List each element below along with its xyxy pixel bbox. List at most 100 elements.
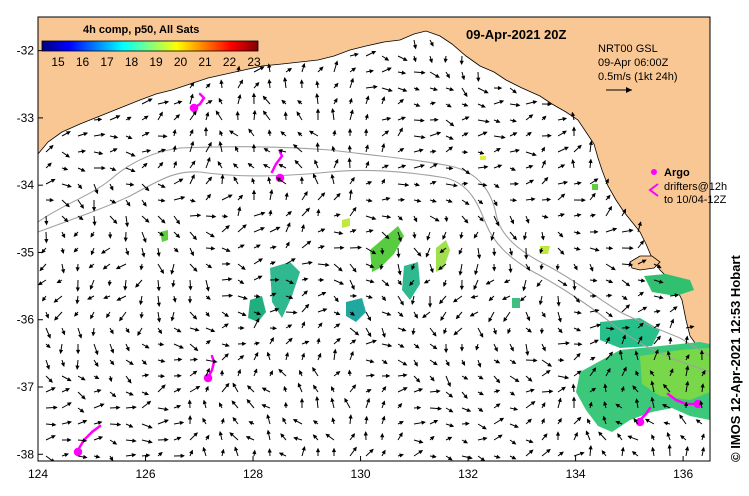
isobath-200m	[38, 146, 710, 357]
current-vector-head	[565, 341, 571, 346]
current-vector-head	[283, 401, 289, 407]
current-vector-head	[172, 145, 177, 150]
current-vector-head	[381, 400, 386, 406]
current-vector-head	[510, 219, 514, 225]
current-vector-head	[171, 282, 176, 288]
current-vector-head	[586, 418, 591, 424]
colorbar-tick-17: 17	[100, 55, 114, 69]
current-vector-head	[588, 445, 593, 450]
current-vector-head	[350, 285, 355, 290]
current-vector-head	[447, 436, 453, 441]
current-vector-head	[511, 440, 517, 445]
current-vector-head	[650, 396, 655, 402]
current-vector-head	[218, 402, 223, 408]
current-vector-head	[132, 438, 137, 443]
current-vector-head	[65, 153, 71, 158]
current-vector-head	[433, 87, 438, 92]
current-vector-head	[187, 399, 192, 404]
current-vector-head	[463, 439, 469, 444]
current-vector-head	[492, 267, 497, 272]
current-vector-head	[41, 296, 47, 302]
current-vector-head	[478, 407, 484, 412]
current-vector-head	[242, 224, 247, 229]
current-vector-head	[91, 207, 97, 212]
current-vector-head	[512, 89, 517, 94]
current-vector-head	[109, 360, 115, 366]
current-vector-head	[187, 415, 193, 420]
current-vector-head	[547, 362, 553, 367]
current-vector-head	[557, 397, 562, 403]
current-vector-head	[689, 325, 695, 330]
current-vector-head	[81, 149, 87, 154]
current-vector-head	[468, 455, 473, 460]
current-vector-head	[539, 265, 544, 271]
current-vector-head	[633, 418, 638, 423]
current-vector-head	[354, 331, 360, 336]
current-vector-head	[202, 399, 207, 405]
current-vector-head	[589, 266, 594, 272]
current-vector-head	[280, 433, 285, 438]
current-vector-head	[349, 77, 354, 83]
current-vector-head	[439, 299, 444, 305]
current-vector-head	[519, 296, 525, 302]
current-vector-head	[164, 407, 169, 412]
current-vector-head	[205, 312, 210, 318]
current-vector-head	[670, 318, 675, 324]
current-vector-head	[204, 385, 209, 391]
current-vector-head	[443, 348, 449, 354]
current-vector-head	[207, 264, 213, 269]
current-vector-head	[159, 269, 164, 275]
current-vector-head	[576, 213, 582, 218]
current-vector-head	[695, 419, 701, 424]
current-vector-head	[333, 97, 338, 103]
current-vector-head	[492, 330, 497, 335]
current-vector-head	[237, 93, 242, 99]
current-vector-head	[541, 159, 546, 165]
current-vector-head	[73, 232, 79, 238]
current-vector-head	[347, 157, 352, 162]
current-vector-head	[293, 310, 298, 315]
current-vector-head	[283, 385, 288, 391]
current-vector-head	[432, 361, 438, 366]
current-vector-head	[278, 368, 283, 374]
current-vector-head	[365, 160, 370, 166]
current-vector-head	[382, 385, 387, 391]
colorbar-tick-23: 23	[247, 55, 261, 69]
current-vector-head	[449, 135, 454, 140]
current-vector-head	[483, 165, 489, 170]
current-vector-head	[312, 173, 317, 179]
current-vector-head	[511, 359, 517, 364]
current-vector-head	[529, 179, 535, 184]
current-vector-head	[622, 295, 628, 300]
current-vector-head	[45, 365, 50, 370]
current-vector-head	[443, 282, 447, 287]
current-vector-head	[363, 431, 368, 436]
current-vector-head	[477, 362, 482, 368]
current-vector-head	[685, 380, 690, 386]
current-vector-head	[701, 369, 706, 375]
current-vector-head	[80, 167, 86, 172]
current-vector-head	[481, 425, 487, 430]
current-vector-head	[299, 369, 303, 375]
current-vector-head	[404, 182, 410, 187]
x-tick-label: 134	[566, 467, 586, 481]
current-vector-head	[562, 282, 568, 287]
current-vector-head	[159, 231, 165, 237]
current-vector-head	[82, 454, 88, 460]
current-vector-head	[381, 96, 386, 101]
current-vector-head	[479, 391, 484, 396]
current-vector-head	[591, 367, 597, 373]
current-vector-head	[415, 378, 421, 383]
current-vector-head	[103, 295, 108, 300]
current-vector-head	[192, 370, 198, 375]
current-vector-head	[398, 312, 404, 318]
current-vector-head	[301, 321, 306, 327]
current-vector-head	[495, 389, 501, 394]
current-vector-head	[318, 322, 323, 328]
current-vector-head	[111, 392, 117, 398]
current-vector-head	[262, 95, 268, 101]
current-vector-head	[235, 110, 240, 116]
current-vector-head	[54, 316, 59, 321]
current-vector-head	[380, 250, 385, 255]
current-vector-head	[455, 314, 461, 320]
